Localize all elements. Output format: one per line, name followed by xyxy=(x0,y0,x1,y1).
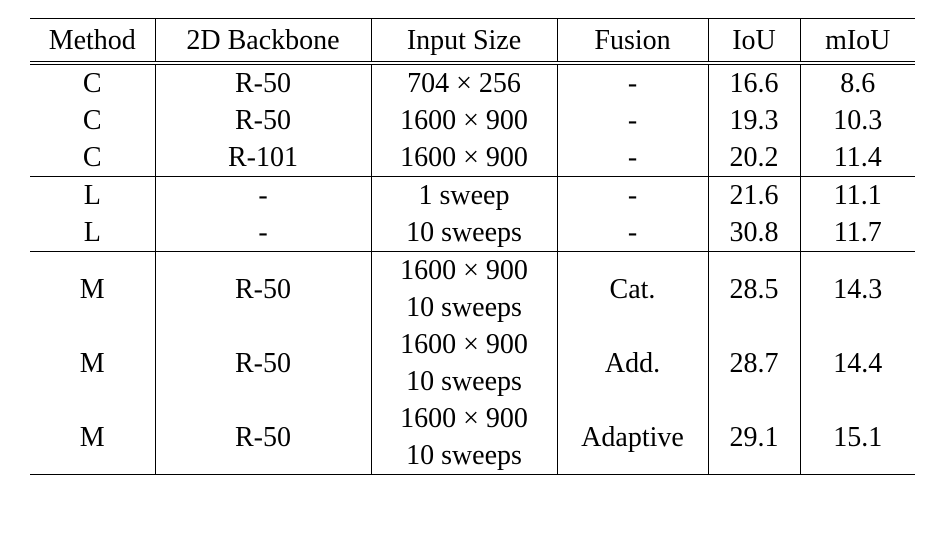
cell-miou: 15.1 xyxy=(799,400,915,475)
cell-method: L xyxy=(83,180,101,211)
cell-miou: 10.3 xyxy=(799,102,915,139)
header-miou: mIoU xyxy=(799,18,915,65)
cell-input-size: 704 × 256 xyxy=(370,63,557,102)
cell-method: C xyxy=(30,139,155,177)
cell-fusion: - xyxy=(556,214,708,252)
cell-miou: 11.1 xyxy=(799,176,915,214)
cell-method: M xyxy=(79,273,105,305)
cell-backbone: R-50 xyxy=(154,326,371,400)
cell-input-size: 1600 × 900 xyxy=(370,139,557,177)
table-row: L -10 sweeps -30.8 11.7 xyxy=(30,214,915,252)
cell-method: M xyxy=(30,400,155,475)
header-row: Method 2D Backbone Input Size Fusion IoU… xyxy=(30,18,915,65)
cell-backbone: R-50 xyxy=(154,251,371,326)
cell-backbone: - xyxy=(154,176,371,214)
cell-fusion: Adaptive xyxy=(556,400,708,475)
cell-backbone: R-50 xyxy=(154,102,371,139)
header-backbone: 2D Backbone xyxy=(154,18,371,65)
cell-backbone: R-50 xyxy=(154,400,371,475)
cell-iou: 20.2 xyxy=(707,139,800,177)
cell-backbone: R-101 xyxy=(154,139,371,177)
cell-iou: 19.3 xyxy=(707,102,800,139)
cell-miou: 14.3 xyxy=(799,251,915,326)
cell-method: L xyxy=(30,214,155,252)
input-size-line: 704 × 256 xyxy=(407,68,521,99)
header-input-size: Input Size xyxy=(370,18,557,65)
input-size-line: 10 sweeps xyxy=(406,440,522,471)
table-row: M R-50 1600 × 900 10 sweeps Adaptive 29.1 15.1 xyxy=(30,400,915,475)
input-size-line: 1 sweep xyxy=(418,180,510,211)
cell-backbone: - xyxy=(154,214,371,252)
header-iou: IoU xyxy=(707,18,800,65)
input-size-line: 10 sweeps xyxy=(406,217,522,248)
cell-fusion: - xyxy=(556,63,708,102)
cell-method: C xyxy=(82,68,102,99)
cell-fusion: - xyxy=(556,176,708,214)
table-body: C R-50 704 × 256-16.6 8.6 C R-50 1600 × 900-19… xyxy=(30,63,915,475)
table-row: M R-50 1600 × 900 10 sweeps Cat. 28.5 14.3 xyxy=(30,251,915,326)
input-size-line: 1600 × 900 xyxy=(400,329,528,360)
input-size-line: 1600 × 900 xyxy=(400,255,528,286)
cell-miou: 14.4 xyxy=(799,326,915,400)
cell-iou: 21.6 xyxy=(707,176,800,214)
cell-input-size: 1600 × 900 10 sweeps xyxy=(370,400,557,475)
input-size-line: 1600 × 900 xyxy=(400,403,528,434)
cell-input-size: 1 sweep xyxy=(370,176,557,214)
input-size-line: 1600 × 900 xyxy=(400,105,528,136)
table-row: L-1 sweep -21.6 11.1 xyxy=(30,176,915,214)
cell-miou: 11.4 xyxy=(799,139,915,177)
cell-input-size: 1600 × 900 xyxy=(370,102,557,139)
cell-fusion: - xyxy=(556,102,708,139)
cell-iou: 29.1 xyxy=(707,400,800,475)
results-table: Method 2D Backbone Input Size Fusion IoU… xyxy=(30,18,915,475)
input-size-line: 10 sweeps xyxy=(406,366,522,397)
cell-fusion: Cat. xyxy=(556,251,708,326)
cell-miou: 8.6 xyxy=(799,63,915,102)
cell-input-size: 10 sweeps xyxy=(370,214,557,252)
table-row: C R-101 1600 × 900-20.2 11.4 xyxy=(30,139,915,177)
table-row: C R-50 1600 × 900-19.3 10.3 xyxy=(30,102,915,139)
cell-iou: 28.5 xyxy=(707,251,800,326)
cell-miou: 11.7 xyxy=(799,214,915,252)
cell-iou: 30.8 xyxy=(707,214,800,252)
table-row: C R-50 704 × 256 -16.6 8.6 xyxy=(30,63,915,102)
cell-method: C xyxy=(82,105,102,136)
cell-fusion: - xyxy=(556,139,708,177)
cell-fusion: Add. xyxy=(556,326,708,400)
input-size-line: 10 sweeps xyxy=(406,292,522,323)
cell-input-size: 1600 × 900 10 sweeps xyxy=(370,251,557,326)
cell-method: M xyxy=(79,347,105,379)
cell-iou: 16.6 xyxy=(707,63,800,102)
header-method: Method xyxy=(30,18,155,65)
cell-backbone: R-50 xyxy=(154,63,371,102)
header-fusion: Fusion xyxy=(556,18,708,65)
table-row: M R-50 1600 × 900 10 sweeps Add. 28.7 14.4 xyxy=(30,326,915,400)
cell-input-size: 1600 × 900 10 sweeps xyxy=(370,326,557,400)
input-size-line: 1600 × 900 xyxy=(400,142,528,173)
cell-iou: 28.7 xyxy=(707,326,800,400)
